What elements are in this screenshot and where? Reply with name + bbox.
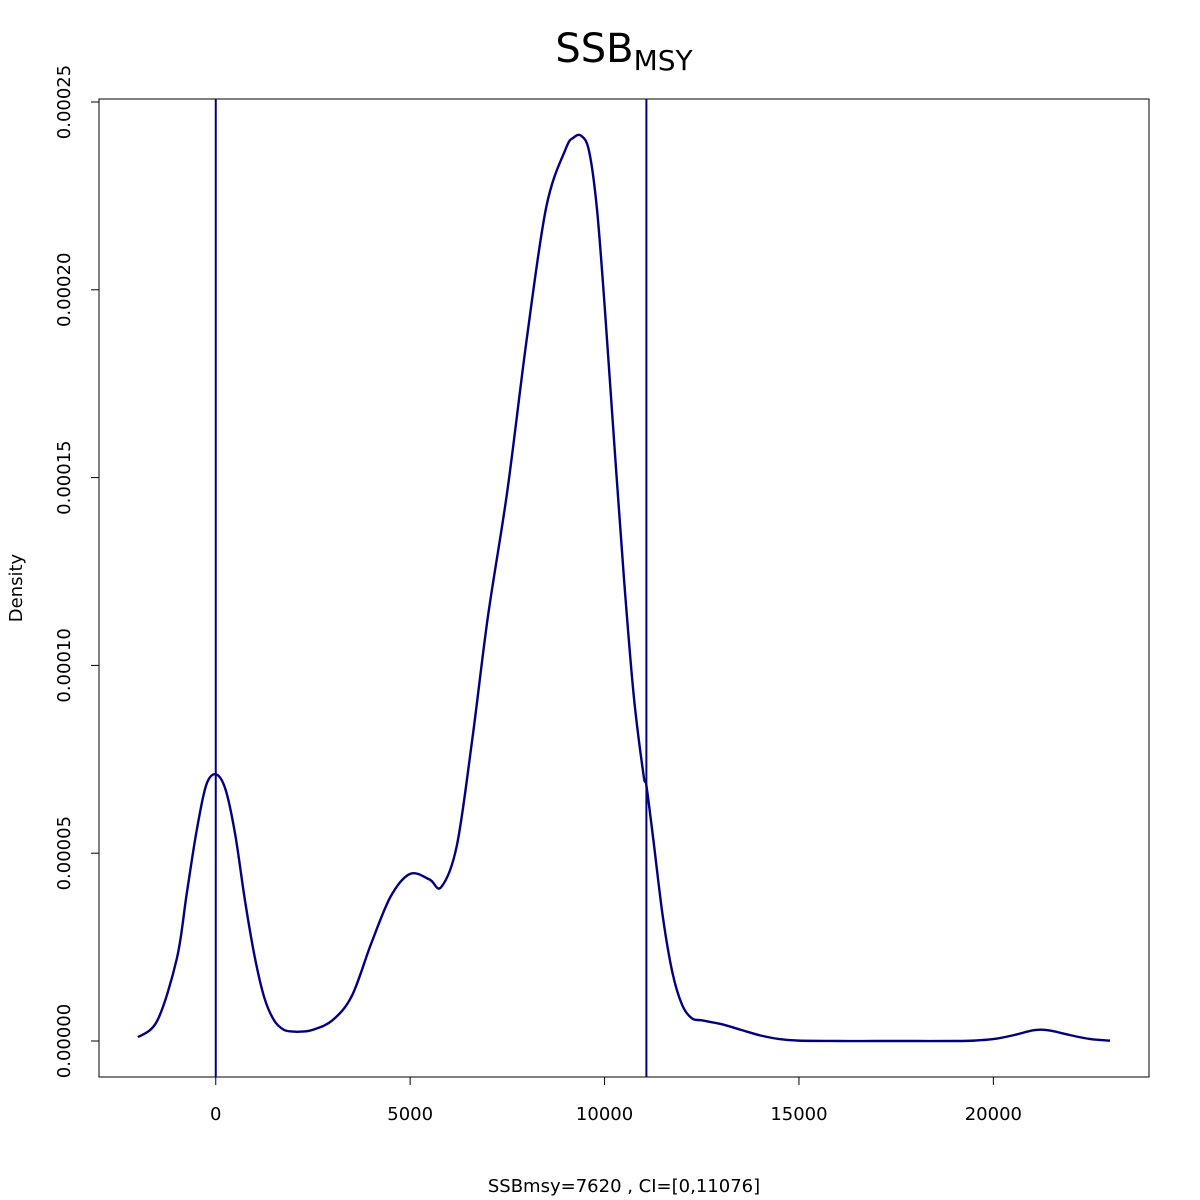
x-tick-label: 5000 (387, 1104, 433, 1125)
y-tick-label: 0.00010 (54, 628, 75, 702)
y-tick-label: 0.00000 (54, 1004, 75, 1078)
x-axis-title: SSBmsy=7620 , CI=[0,11076] (488, 1176, 760, 1197)
y-axis-title: Density (6, 553, 27, 622)
y-tick-label: 0.00020 (54, 253, 75, 327)
y-tick-label: 0.00005 (54, 816, 75, 890)
x-tick-label: 0 (210, 1104, 221, 1125)
x-axis: 0 5000 10000 15000 20000 (210, 1076, 1022, 1125)
chart-title: SSBMSY (555, 26, 693, 77)
y-tick-label: 0.00015 (54, 440, 75, 514)
density-curve (137, 133, 1111, 1043)
x-tick-label: 10000 (576, 1104, 633, 1125)
chart-title-main: SSB (555, 26, 633, 72)
y-axis: 0.00000 0.00005 0.00010 0.00015 0.00020 0.000… (54, 65, 100, 1078)
x-tick-label: 20000 (965, 1104, 1022, 1125)
x-tick-label: 15000 (770, 1104, 827, 1125)
y-tick-label: 0.00025 (54, 65, 75, 139)
reference-lines (214, 99, 648, 1077)
chart-title-subscript: MSY (634, 44, 694, 77)
